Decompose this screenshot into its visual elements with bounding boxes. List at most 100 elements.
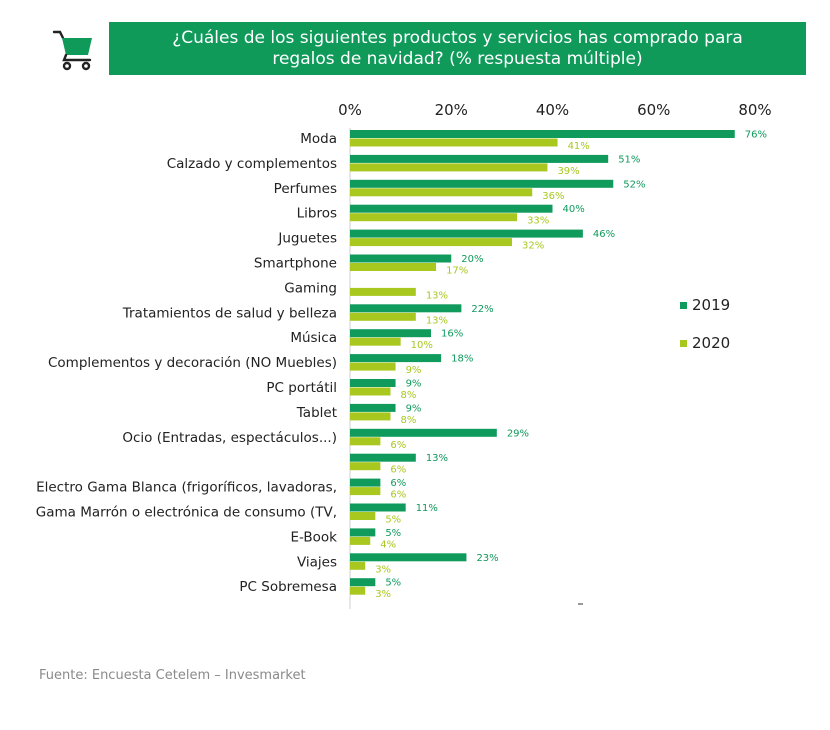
category-label: Electro Gama Blanca (frigoríficos, lavad… — [36, 480, 337, 496]
data-label-2019: 6% — [390, 478, 406, 489]
legend-label-2020: 2020 — [692, 334, 730, 352]
data-label-2019: 18% — [451, 354, 473, 365]
data-label-2019: 9% — [406, 379, 422, 390]
category-label: Tratamientos de salud y belleza — [122, 305, 337, 321]
x-tick-label: 20% — [435, 101, 468, 119]
data-label-2019: 29% — [507, 428, 529, 439]
category-label: Smartphone — [254, 256, 337, 272]
bar-2020 — [350, 188, 533, 197]
category-label: Complementos y decoración (NO Muebles) — [48, 355, 337, 371]
source-note: Fuente: Encuesta Cetelem – Invesmarket — [39, 668, 306, 683]
bar-2019 — [350, 329, 431, 338]
bar-2020 — [350, 213, 518, 222]
category-label: PC Sobremesa — [239, 579, 337, 595]
category-label: Libros — [297, 206, 337, 222]
bar-2019 — [350, 453, 416, 462]
data-label-2020: 41% — [568, 141, 590, 152]
legend-swatch-2020 — [680, 340, 687, 347]
x-tick-label: 0% — [338, 101, 362, 119]
x-tick-label: 40% — [536, 101, 569, 119]
x-tick-label: 80% — [738, 101, 771, 119]
bar-2020 — [350, 238, 512, 247]
data-label-2020: 17% — [446, 266, 468, 277]
data-label-2020: 36% — [542, 191, 564, 202]
data-label-2020: 33% — [527, 216, 549, 227]
bar-2020 — [350, 387, 391, 396]
bar-2020 — [350, 312, 416, 321]
category-label: Gama Marrón o electrónica de consumo (TV… — [36, 505, 337, 521]
bar-2019 — [350, 204, 553, 213]
bar-2020 — [350, 337, 401, 346]
category-label: E-Book — [290, 529, 337, 545]
bar-2019 — [350, 478, 381, 487]
chart-title-banner: ¿Cuáles de los siguientes productos y se… — [109, 22, 806, 75]
data-label-2020: 13% — [426, 290, 448, 301]
bar-2019 — [350, 354, 442, 363]
data-label-2019: 5% — [385, 528, 401, 539]
data-label-2020: 3% — [375, 564, 391, 575]
data-label-2020: 10% — [411, 340, 433, 351]
chart-title: ¿Cuáles de los siguientes productos y se… — [172, 27, 743, 69]
data-label-2019: 22% — [471, 304, 493, 315]
category-label: Música — [290, 330, 337, 346]
category-label: Perfumes — [274, 181, 337, 197]
bar-2019 — [350, 379, 396, 387]
data-label-2019: 46% — [593, 229, 615, 240]
data-label-2020: 39% — [557, 166, 579, 177]
data-label-2020: 5% — [385, 515, 401, 526]
data-label-2019: 5% — [385, 578, 401, 589]
category-label: PC portátil — [266, 380, 337, 396]
category-label: Calzado y complementos — [167, 156, 337, 172]
data-label-2019: 51% — [618, 154, 640, 165]
bar-2019 — [350, 254, 452, 263]
category-label: Gaming — [284, 280, 337, 296]
data-label-2019: 40% — [563, 204, 585, 215]
legend-swatch-2019 — [680, 302, 687, 309]
bar-2019 — [350, 154, 609, 163]
data-label-2020: 9% — [406, 365, 422, 376]
bar-2019 — [350, 578, 376, 587]
shopping-cart-icon — [52, 30, 92, 71]
data-label-2019: 9% — [406, 403, 422, 414]
category-label: Ocio (Entradas, espectáculos...) — [122, 430, 337, 446]
bar-2019 — [350, 503, 406, 512]
data-label-2019: 23% — [476, 553, 498, 564]
bar-2020 — [350, 437, 381, 446]
bar-2019 — [350, 528, 376, 537]
bar-2020 — [350, 462, 381, 471]
data-label-2020: 8% — [401, 390, 417, 401]
bar-2019 — [350, 403, 396, 412]
bar-2020 — [350, 163, 548, 172]
bar-2020 — [350, 412, 391, 421]
bar-2020 — [350, 536, 371, 545]
data-label-2020: 3% — [375, 589, 391, 600]
bar-2019 — [350, 229, 583, 238]
bar-2020 — [350, 561, 366, 570]
bar-2019 — [350, 130, 735, 138]
bar-2019 — [350, 428, 497, 437]
legend-label-2019: 2019 — [692, 296, 730, 314]
category-label: Viajes — [297, 554, 337, 570]
bar-2020 — [350, 138, 558, 147]
data-label-2020: 6% — [390, 465, 406, 476]
bar-2019 — [350, 179, 614, 188]
data-label-2019: 76% — [745, 130, 767, 141]
bar-2020 — [350, 512, 376, 520]
data-label-2020: 6% — [390, 440, 406, 451]
category-label: Tablet — [296, 405, 337, 421]
data-label-2020: 6% — [390, 490, 406, 501]
bar-2020 — [350, 487, 381, 496]
data-label-2020: 4% — [380, 539, 396, 550]
data-label-2019: 52% — [623, 179, 645, 190]
data-label-2020: 8% — [401, 415, 417, 426]
data-label-2019: 20% — [461, 254, 483, 265]
data-label-2020: 13% — [426, 315, 448, 326]
bar-2020 — [350, 362, 396, 371]
bar-2019 — [350, 553, 467, 562]
data-label-2019: 16% — [441, 329, 463, 340]
category-label: Moda — [300, 131, 337, 147]
x-tick-label: 60% — [637, 101, 670, 119]
bar-2020 — [350, 263, 437, 271]
bar-2019 — [350, 304, 462, 313]
